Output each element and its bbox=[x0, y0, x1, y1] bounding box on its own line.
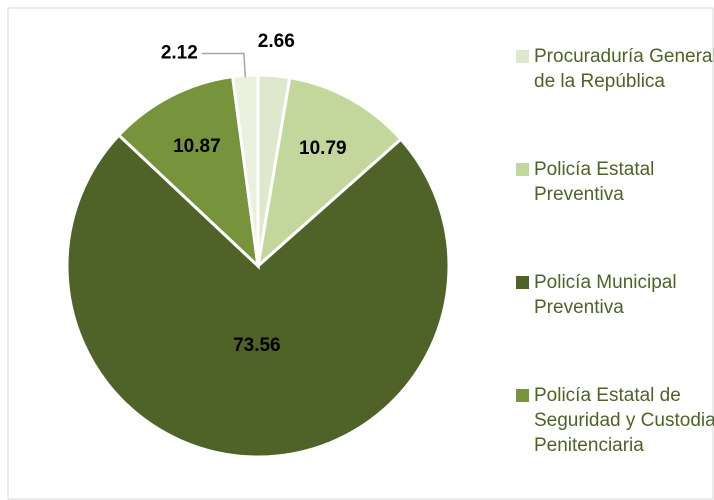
legend-label: Policía Estatal de Seguridad y Custodia Pe… bbox=[534, 385, 714, 456]
pie-slice bbox=[255, 75, 403, 270]
pie-slice bbox=[116, 75, 261, 270]
legend-label: Procuraduría General de la República bbox=[534, 46, 714, 92]
legend-line: Penitenciaria bbox=[534, 435, 644, 456]
legend-swatch bbox=[516, 163, 529, 176]
legend-label: Policía Municipal Preventiva bbox=[534, 272, 677, 318]
value-label: 2.66 bbox=[258, 31, 295, 52]
leader-line bbox=[201, 52, 247, 78]
legend-swatch bbox=[516, 389, 529, 402]
legend-swatch bbox=[516, 50, 529, 63]
value-label: 2.12 bbox=[161, 42, 198, 63]
legend-line: Policía Estatal de bbox=[534, 385, 681, 406]
legend-line: Preventiva bbox=[534, 297, 624, 318]
legend-line: Policía Estatal bbox=[534, 159, 654, 180]
legend-label: Policía Estatal Preventiva bbox=[534, 159, 654, 205]
legend-line: Procuraduría General bbox=[534, 46, 714, 67]
legend-swatch bbox=[516, 276, 529, 289]
value-label: 10.87 bbox=[173, 136, 221, 157]
legend-line: de la República bbox=[534, 71, 665, 92]
legend-line: Policía Municipal bbox=[534, 272, 677, 293]
value-label: 10.79 bbox=[299, 138, 347, 159]
value-label: 73.56 bbox=[233, 335, 281, 356]
legend-line: Preventiva bbox=[534, 184, 624, 205]
pie-slice bbox=[65, 133, 451, 459]
legend-line: Seguridad y Custodia bbox=[534, 410, 714, 431]
